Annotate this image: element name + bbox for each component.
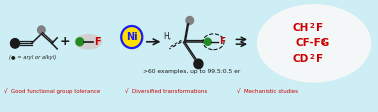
Text: F: F: [94, 37, 100, 47]
Text: +: +: [59, 35, 70, 48]
Ellipse shape: [257, 5, 370, 82]
Text: (● = aryl or alkyl): (● = aryl or alkyl): [9, 55, 56, 60]
Text: Ni: Ni: [126, 32, 138, 42]
Text: CH: CH: [293, 23, 309, 33]
Text: 2: 2: [309, 54, 314, 60]
Text: √  Good functional group tolerance: √ Good functional group tolerance: [5, 88, 101, 94]
Text: 2: 2: [321, 39, 325, 45]
Text: F: F: [316, 23, 323, 33]
Text: H,: H,: [163, 32, 171, 41]
Circle shape: [37, 26, 45, 34]
Text: F: F: [219, 37, 225, 46]
Text: CF-FG: CF-FG: [296, 38, 330, 48]
Text: CD: CD: [293, 54, 309, 64]
Text: √  Diversified transformations: √ Diversified transformations: [125, 88, 207, 93]
Text: √  Mechanistic studies: √ Mechanistic studies: [237, 88, 298, 93]
Text: F: F: [316, 54, 323, 64]
Circle shape: [186, 16, 194, 24]
Circle shape: [11, 39, 20, 48]
Circle shape: [76, 38, 84, 46]
Text: >60 examples, up to 99.5:0.5 er: >60 examples, up to 99.5:0.5 er: [143, 69, 241, 74]
Ellipse shape: [75, 35, 102, 49]
Circle shape: [121, 26, 142, 48]
Circle shape: [204, 38, 211, 45]
Circle shape: [194, 59, 203, 69]
Text: 2: 2: [309, 23, 314, 29]
